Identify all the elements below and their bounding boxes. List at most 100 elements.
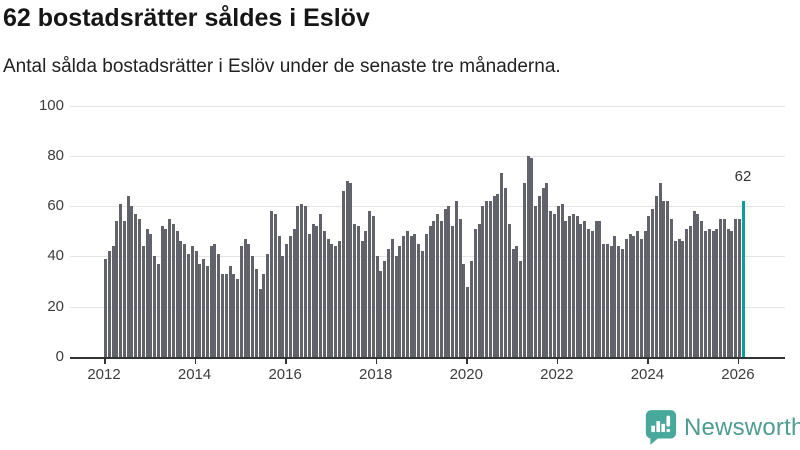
bar [390, 238, 394, 357]
bar [443, 208, 447, 357]
newsworthy-logo[interactable]: Newsworthy [644, 409, 800, 446]
bar [277, 236, 281, 357]
bar [383, 261, 387, 357]
bar [334, 246, 338, 357]
bar [307, 233, 311, 357]
newsworthy-icon [644, 409, 677, 446]
bar [187, 253, 191, 357]
bar [737, 218, 741, 357]
bar [262, 274, 266, 357]
bar [613, 236, 617, 357]
bar [126, 196, 130, 357]
bar [417, 243, 421, 357]
bar [715, 228, 719, 357]
y-axis-label-80: 80 [47, 146, 64, 164]
bar [556, 206, 560, 357]
bar [436, 213, 440, 357]
bar [134, 213, 138, 357]
bar [300, 203, 304, 357]
bar [462, 263, 466, 357]
x-axis-tick-2024 [647, 359, 649, 364]
chart-subtitle: Antal sålda bostadsrätter i Eslöv under … [3, 56, 561, 77]
bar [224, 274, 228, 357]
bar [602, 243, 606, 357]
x-axis-label-2024: 2024 [630, 366, 665, 383]
bar [598, 221, 602, 357]
x-axis-tick-2016 [285, 359, 287, 364]
bar [481, 206, 485, 357]
bar [247, 243, 251, 357]
bar [107, 251, 111, 357]
last-value-label: 62 [734, 168, 752, 185]
bar [213, 243, 217, 357]
y-axis-label-20: 20 [47, 297, 64, 315]
bar [726, 228, 730, 357]
x-axis-label-2016: 2016 [268, 366, 302, 383]
bar [104, 258, 107, 357]
x-axis-label-2012: 2012 [87, 366, 121, 383]
bar [677, 238, 681, 357]
bar [730, 231, 734, 357]
bar [322, 231, 326, 357]
bar [375, 256, 379, 357]
bar [700, 221, 704, 357]
bar [485, 201, 489, 357]
page-title: 62 bostadsrätter såldes i Eslöv [3, 4, 370, 32]
bar [496, 193, 500, 357]
bar [707, 228, 711, 357]
bar [451, 226, 455, 357]
bar [119, 203, 123, 357]
bar [296, 206, 300, 357]
bar [137, 218, 141, 357]
x-axis-label-2018: 2018 [359, 366, 393, 383]
bar [198, 263, 202, 357]
bar [545, 183, 549, 357]
bar [488, 201, 492, 357]
bar [609, 246, 613, 357]
gridline-y-60 [70, 206, 785, 208]
bar [209, 246, 213, 357]
bar [643, 231, 647, 357]
bar [205, 266, 209, 357]
bar [575, 216, 579, 357]
bar-current-month [741, 201, 746, 357]
bar [530, 158, 534, 357]
bar [549, 211, 553, 357]
bar [662, 201, 666, 357]
x-axis-tick-2018 [375, 359, 378, 364]
bar [522, 183, 526, 357]
bar [254, 268, 258, 357]
bar [115, 221, 119, 357]
bar [534, 206, 538, 357]
bar [288, 236, 292, 357]
bar [281, 256, 285, 357]
bar [379, 271, 383, 357]
bar [239, 246, 243, 357]
bar [526, 155, 530, 357]
gridline-y-100 [70, 105, 785, 107]
bar [628, 233, 632, 357]
bar [587, 228, 590, 357]
bar [349, 183, 353, 357]
bar [232, 274, 236, 357]
y-axis-label-40: 40 [47, 247, 64, 265]
bar [503, 188, 507, 357]
bar [519, 261, 523, 357]
bar [285, 243, 289, 357]
bar [194, 251, 198, 357]
bar [326, 238, 330, 357]
bar [356, 226, 360, 357]
x-axis-tick-2020 [466, 359, 468, 364]
y-axis-label-60: 60 [47, 197, 64, 215]
bar [647, 216, 651, 357]
bar [447, 206, 451, 357]
bar [432, 221, 436, 357]
bar [564, 221, 568, 357]
bar [353, 223, 357, 357]
bar [666, 201, 670, 357]
bar [673, 241, 677, 357]
bar [202, 258, 206, 357]
bar [692, 211, 696, 357]
